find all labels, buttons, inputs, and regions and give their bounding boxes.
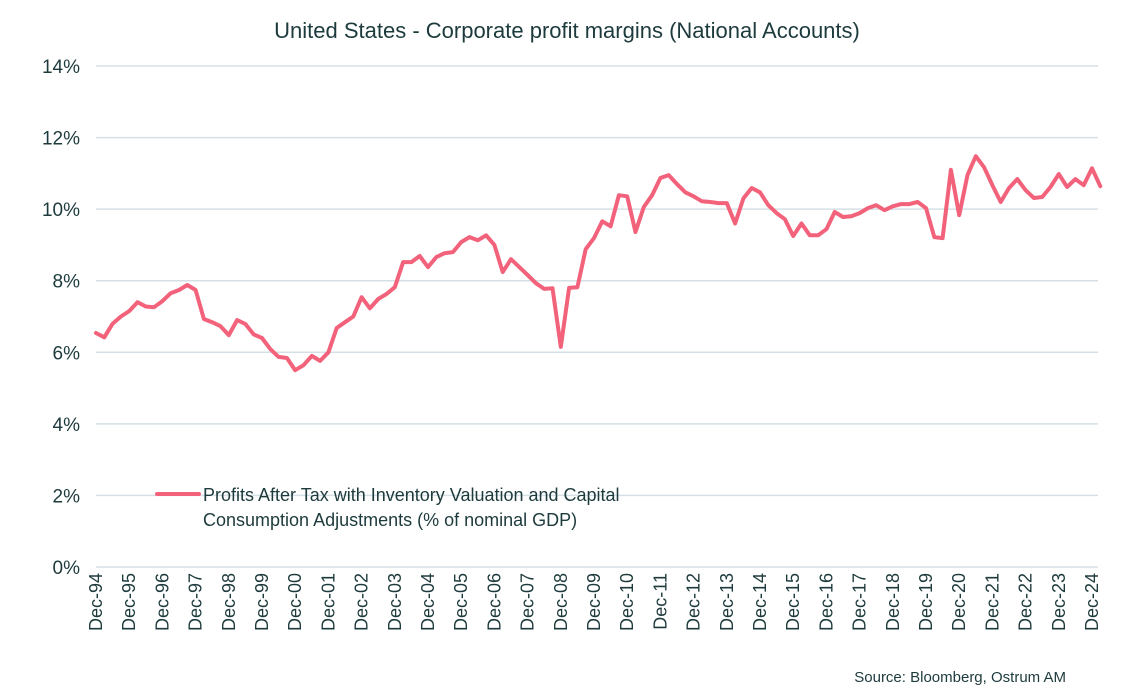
y-tick-label: 14% xyxy=(42,57,80,78)
x-tick-label: Dec-08 xyxy=(551,573,571,631)
x-tick-label: Dec-00 xyxy=(285,573,305,631)
x-tick-label: Dec-97 xyxy=(186,573,206,631)
series-group xyxy=(94,154,1103,373)
y-tick-label: 4% xyxy=(53,415,81,436)
x-tick-label: Dec-19 xyxy=(916,573,936,631)
y-tick-label: 6% xyxy=(53,343,81,364)
y-tick-label: 10% xyxy=(42,200,80,221)
x-tick-label: Dec-24 xyxy=(1082,573,1102,631)
x-tick-label: Dec-09 xyxy=(584,573,604,631)
chart-title: United States - Corporate profit margins… xyxy=(274,18,860,43)
x-tick-label: Dec-21 xyxy=(982,573,1002,631)
x-tick-label: Dec-12 xyxy=(684,573,704,631)
x-tick-label: Dec-95 xyxy=(119,573,139,631)
source-note: Source: Bloomberg, Ostrum AM xyxy=(854,669,1066,686)
x-tick-label: Dec-11 xyxy=(650,573,670,630)
x-tick-label: Dec-07 xyxy=(518,573,538,631)
x-tick-label: Dec-23 xyxy=(1049,573,1069,631)
x-tick-label: Dec-15 xyxy=(783,573,803,631)
x-tick-label: Dec-98 xyxy=(219,573,239,631)
y-tick-label: 0% xyxy=(53,558,81,579)
x-tick-label: Dec-17 xyxy=(850,573,870,631)
x-tick-label: Dec-16 xyxy=(816,573,836,631)
x-tick-label: Dec-10 xyxy=(617,573,637,631)
x-tick-label: Dec-13 xyxy=(717,573,737,631)
x-axis: Dec-94 Dec-95 Dec-96 Dec-97 Dec-98 Dec-99 Dec-… xyxy=(86,573,1102,631)
x-tick-label: Dec-02 xyxy=(352,573,372,631)
x-tick-label: Dec-20 xyxy=(949,573,969,631)
legend-label-line-1: Profits After Tax with Inventory Valuati… xyxy=(203,485,620,505)
x-tick-label: Dec-06 xyxy=(484,573,504,631)
x-tick-label: Dec-14 xyxy=(750,573,770,631)
legend-label-line-2: Consumption Adjustments (% of nominal GD… xyxy=(203,510,577,530)
x-tick-label: Dec-94 xyxy=(86,573,106,631)
x-tick-label: Dec-96 xyxy=(152,573,172,631)
legend: Profits After Tax with Inventory Valuati… xyxy=(155,485,620,530)
y-tick-label: 8% xyxy=(53,272,81,293)
y-axis: 0% 2% 4% 6% 8% 10% 12% 14% xyxy=(42,57,80,579)
x-tick-label: Dec-04 xyxy=(418,573,438,631)
gridlines xyxy=(96,65,1098,568)
x-tick-label: Dec-22 xyxy=(1016,573,1036,631)
y-tick-label: 2% xyxy=(53,486,81,507)
x-tick-label: Dec-01 xyxy=(318,573,338,631)
x-tick-label: Dec-99 xyxy=(252,573,272,631)
x-tick-label: Dec-03 xyxy=(385,573,405,631)
series-line xyxy=(94,154,1103,373)
x-tick-label: Dec-18 xyxy=(883,573,903,631)
x-tick-label: Dec-05 xyxy=(451,573,471,631)
y-tick-label: 12% xyxy=(42,129,80,150)
